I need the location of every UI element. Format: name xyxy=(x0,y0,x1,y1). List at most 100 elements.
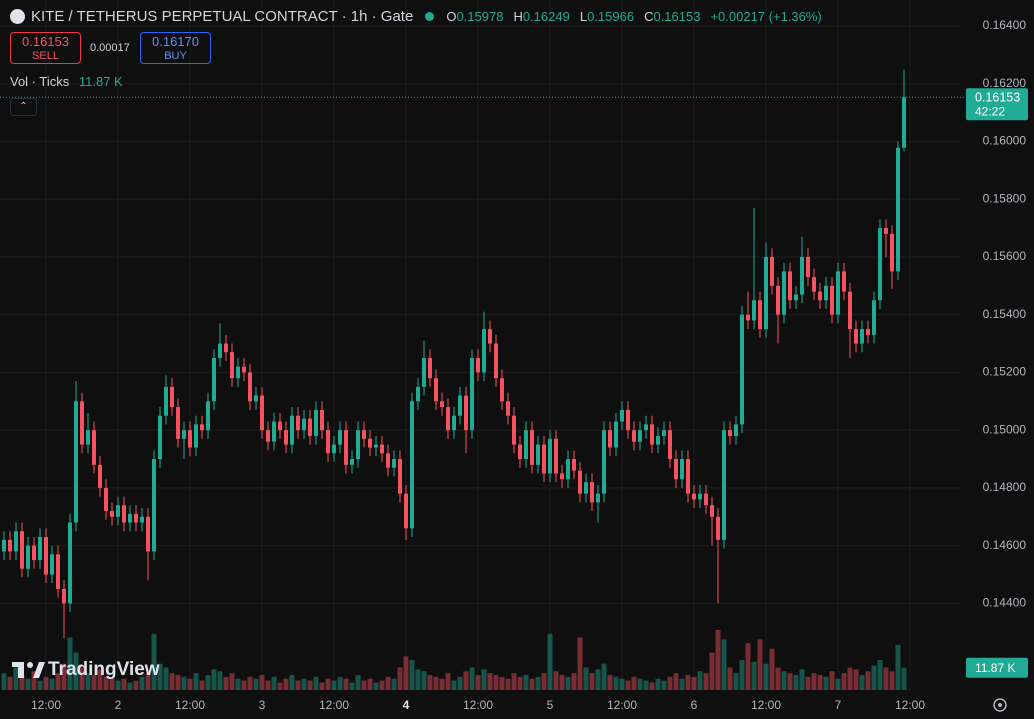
candle-body xyxy=(368,438,372,448)
volume-bar xyxy=(133,680,139,690)
volume-bar xyxy=(625,680,631,690)
volume-bar xyxy=(253,678,259,690)
x-tick-label: 12:00 xyxy=(175,698,205,712)
ohlc-value: 0.16153 xyxy=(653,8,701,24)
volume-bar xyxy=(145,673,151,690)
volume-bar xyxy=(733,673,739,690)
volume-bar xyxy=(721,639,727,690)
candle-body xyxy=(494,343,498,379)
volume-bar xyxy=(487,673,493,690)
volume-bar xyxy=(847,667,853,690)
volume-bar xyxy=(61,663,67,690)
volume-bar xyxy=(649,682,655,690)
volume-bar xyxy=(7,676,13,690)
candle-body xyxy=(836,271,840,315)
ohlc-key: O xyxy=(446,8,457,24)
candle-body xyxy=(314,409,318,436)
volume-bar xyxy=(793,675,799,690)
candle-body xyxy=(410,401,414,529)
volume-bar xyxy=(115,680,121,690)
candle-body xyxy=(182,430,186,439)
y-tick-label: 0.15800 xyxy=(983,191,1027,205)
candle-body xyxy=(650,424,654,445)
candle-body xyxy=(164,386,168,416)
candle-body xyxy=(116,505,120,517)
candle-body xyxy=(344,430,348,465)
volume-bar xyxy=(523,675,529,690)
volume-bar xyxy=(451,680,457,690)
candle-body xyxy=(518,444,522,460)
axes: 0.16400 0.16200 0.16000 0.15800 0.15600 0.154… xyxy=(0,18,1028,712)
buy-button[interactable]: 0.16170 BUY xyxy=(140,32,211,64)
volume-bar xyxy=(223,676,229,690)
volume-bar xyxy=(307,680,313,690)
volume-bar xyxy=(835,678,841,690)
candle-body xyxy=(86,430,90,445)
price-tag xyxy=(966,88,1028,121)
candle-body xyxy=(14,531,18,552)
y-tick-label: 0.15200 xyxy=(983,365,1027,379)
volume-bar xyxy=(373,682,379,690)
candle-body xyxy=(824,285,828,301)
candle-body xyxy=(632,430,636,442)
candle-body xyxy=(104,487,108,512)
candle-body xyxy=(728,430,732,436)
candle-body xyxy=(680,459,684,480)
volume-bar xyxy=(391,678,397,690)
candle-body xyxy=(560,473,564,480)
candle-body xyxy=(722,430,726,540)
candle-body xyxy=(272,421,276,442)
candle-body xyxy=(176,407,180,439)
volume-legend-title: Vol · Ticks xyxy=(10,74,70,89)
sell-button[interactable]: 0.16153 SELL xyxy=(10,32,81,64)
volume-bar xyxy=(127,682,133,690)
collapse-button[interactable]: ⌃ xyxy=(10,98,37,116)
candle-body xyxy=(194,424,198,448)
candle-body xyxy=(542,444,546,474)
volume-bar xyxy=(871,665,877,690)
volume-bar xyxy=(25,678,31,690)
volume-bar xyxy=(829,671,835,690)
candle-body xyxy=(446,407,450,431)
candle-body xyxy=(500,378,504,402)
volume-bar xyxy=(685,675,691,690)
candle-body xyxy=(602,430,606,494)
ohlc-key: H xyxy=(513,8,523,24)
volume-bar xyxy=(505,678,511,690)
volume-bar xyxy=(325,678,331,690)
candle-body xyxy=(110,511,114,517)
volume-bar xyxy=(259,675,265,690)
volume-bar xyxy=(517,676,523,690)
volume-bar xyxy=(511,673,517,690)
volume-bar xyxy=(31,671,37,690)
candle-body xyxy=(812,277,816,292)
volume-bar xyxy=(193,673,199,690)
volume-bar xyxy=(37,680,43,690)
candle-body xyxy=(296,415,300,431)
volume-bar xyxy=(673,673,679,690)
volume-bar xyxy=(301,678,307,690)
volume-bar xyxy=(655,678,661,690)
volume-bar xyxy=(241,680,247,690)
candle-body xyxy=(848,291,852,330)
candle-body xyxy=(896,147,900,272)
volume-bar xyxy=(757,639,763,690)
volume-bar xyxy=(841,673,847,690)
volume-bar xyxy=(613,676,619,690)
settings-icon[interactable] xyxy=(993,698,1007,712)
y-tick-label: 0.15600 xyxy=(983,249,1027,263)
candle-body xyxy=(614,421,618,448)
candle-body xyxy=(476,357,480,373)
candle-body xyxy=(548,438,552,474)
candle-body xyxy=(638,430,642,442)
volume-bar xyxy=(247,676,253,690)
candle-body xyxy=(656,435,660,445)
volume-bar xyxy=(565,676,571,690)
candle-body xyxy=(752,300,756,321)
candle-body xyxy=(668,430,672,460)
candle-body xyxy=(212,357,216,402)
candle-body xyxy=(152,459,156,552)
y-tick-label: 0.16400 xyxy=(983,18,1027,32)
candle-body xyxy=(788,271,792,301)
volume-bar xyxy=(283,678,289,690)
